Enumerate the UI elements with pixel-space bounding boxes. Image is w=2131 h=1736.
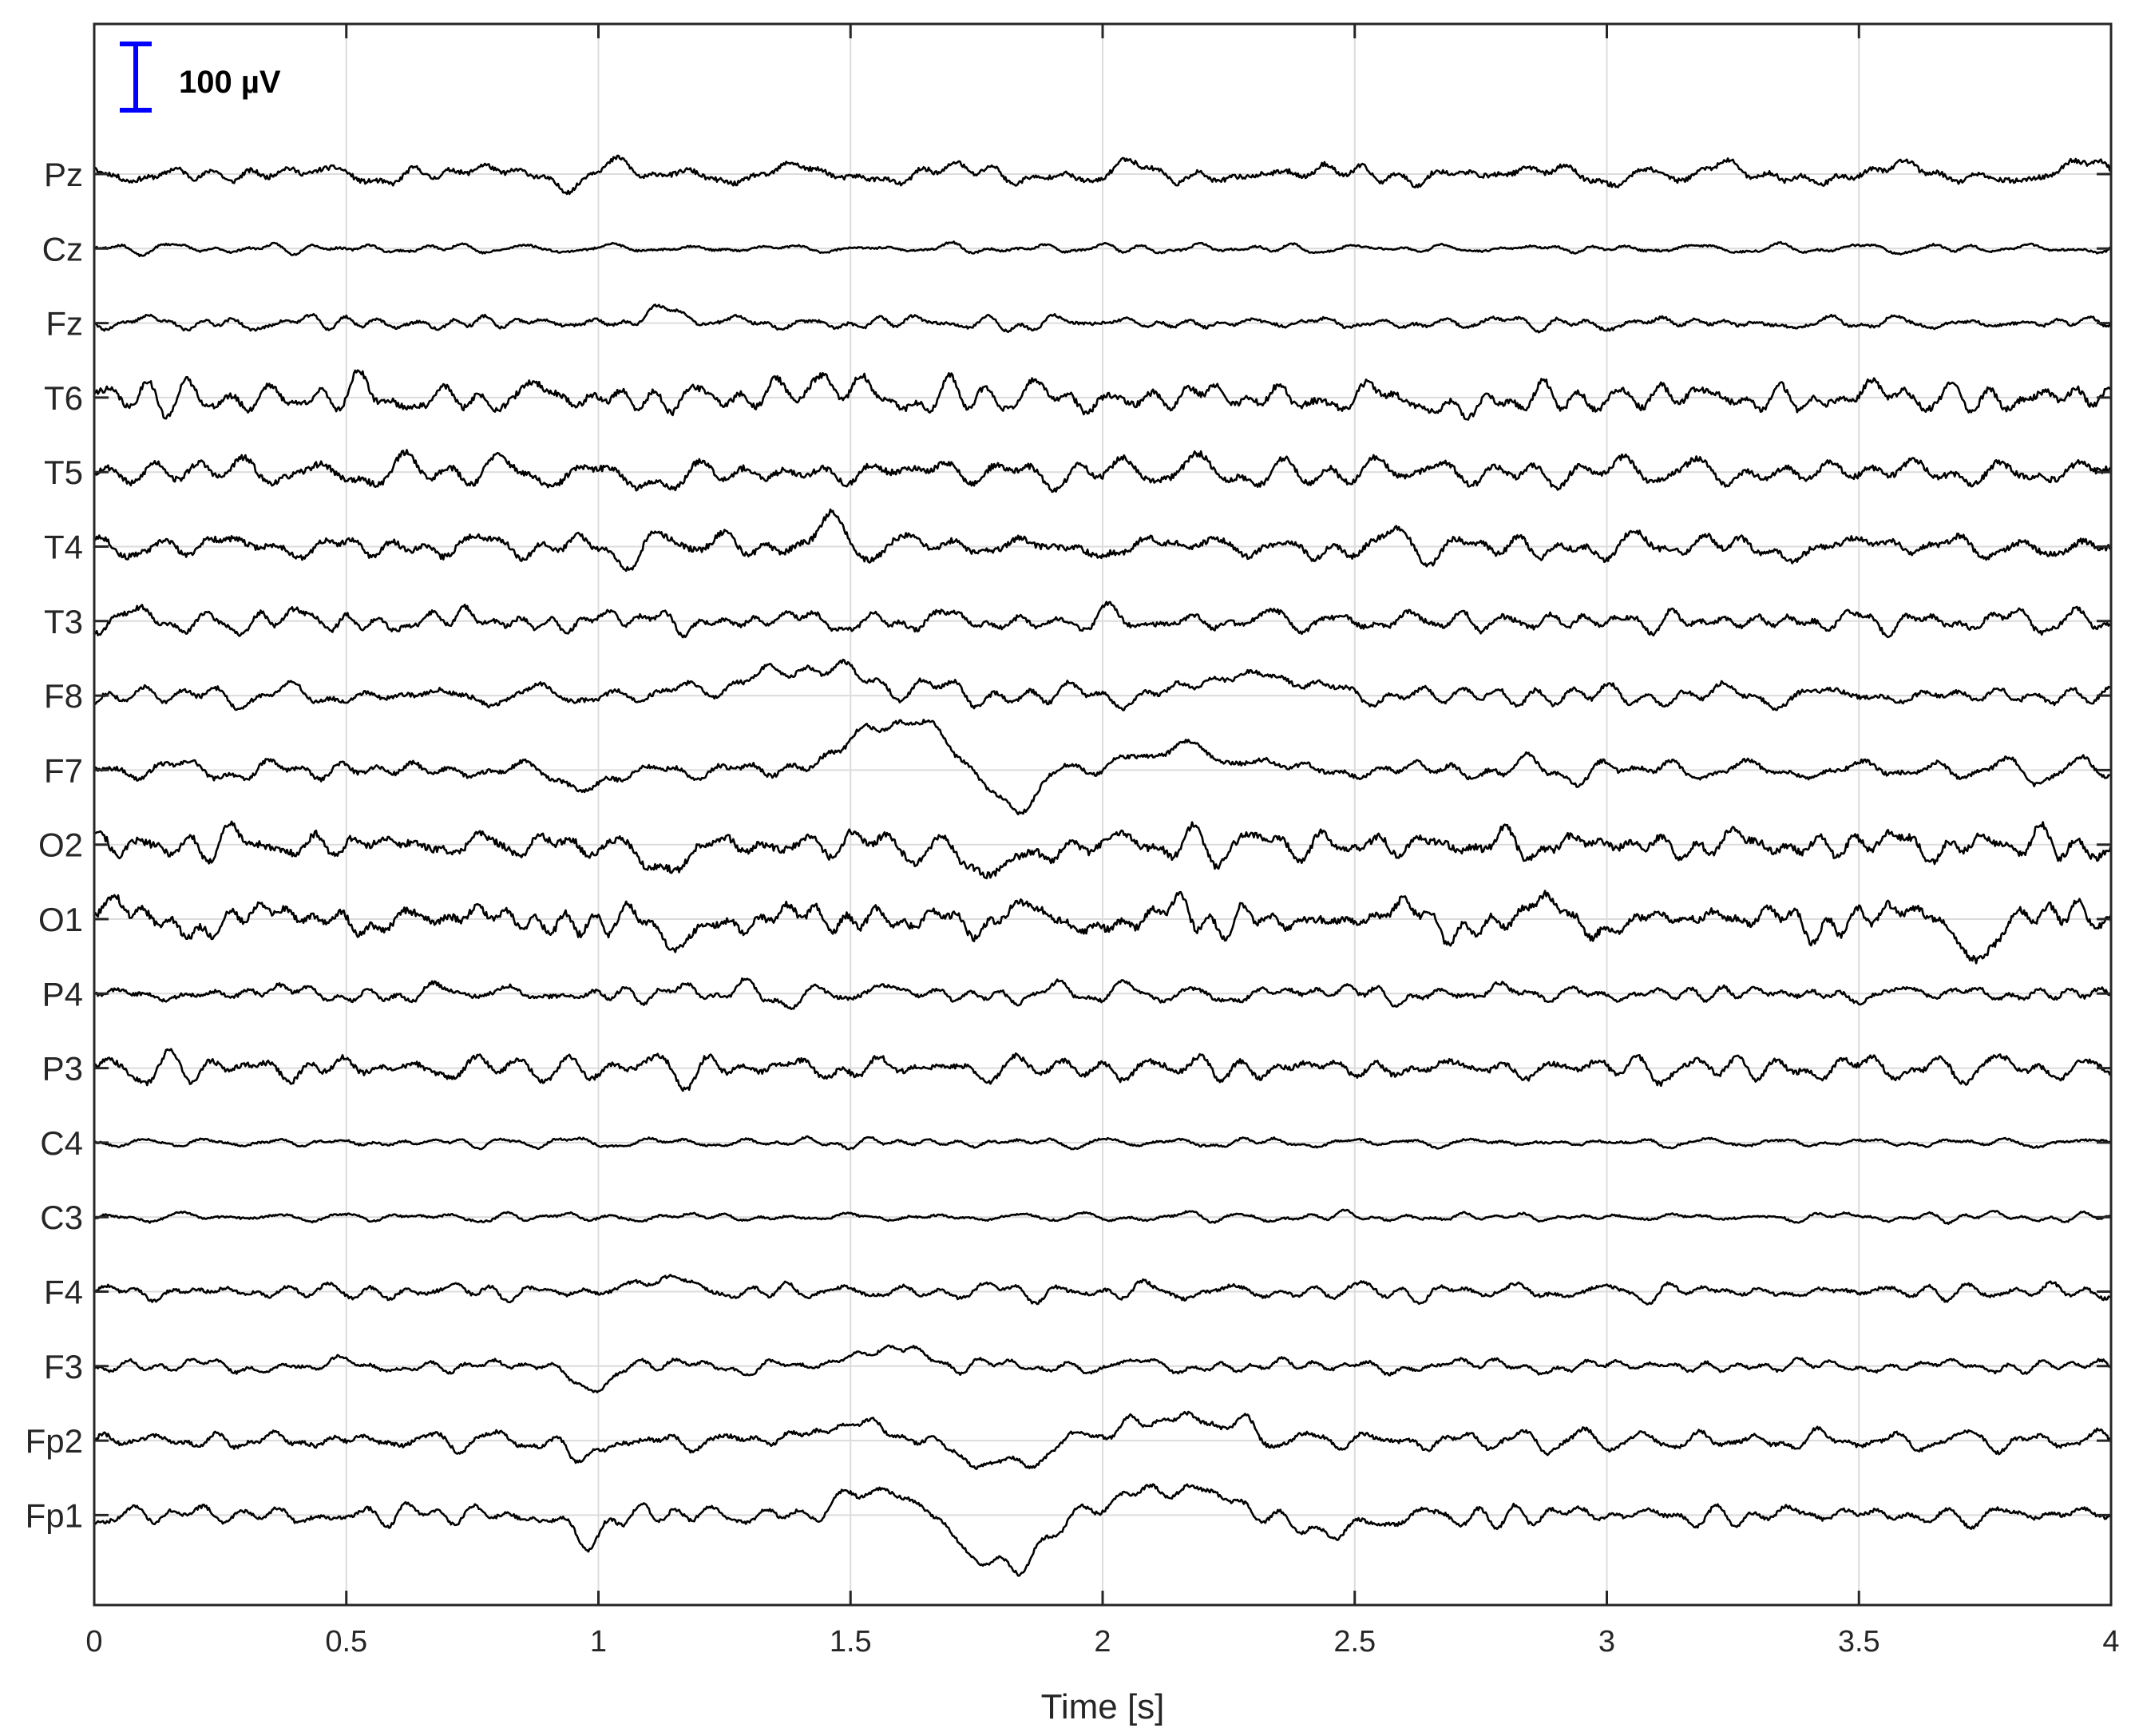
channel-label-f4: F4	[44, 1274, 83, 1311]
trace-cz	[93, 240, 2112, 258]
channel-label-pz: Pz	[44, 156, 83, 193]
trace-t5	[93, 449, 2112, 493]
trace-f7	[93, 719, 2112, 816]
scale-bar-label: 100 µV	[179, 65, 281, 100]
x-tick-label: 4	[2102, 1625, 2119, 1659]
channel-label-c4: C4	[40, 1124, 83, 1162]
channel-label-fp1: Fp1	[26, 1496, 83, 1534]
label-layer: 0 0.5 1 1.5 2 2.5 3 3.5 4 Pz Cz Fz T6 T5 T4 T3 F8 F7 O2 O1 P…	[26, 156, 2120, 1659]
channel-label-c3: C3	[40, 1199, 83, 1236]
channel-label-o2: O2	[38, 826, 83, 864]
x-tick-label: 2.5	[1333, 1625, 1376, 1659]
channel-label-t4: T4	[44, 529, 83, 566]
trace-fp1	[93, 1483, 2113, 1577]
channel-label-t3: T3	[44, 603, 83, 640]
channel-label-cz: Cz	[42, 230, 83, 268]
x-tick-label: 2	[1094, 1625, 1111, 1659]
channel-label-t5: T5	[44, 454, 83, 491]
trace-f3	[93, 1344, 2113, 1393]
trace-f8	[93, 658, 2112, 711]
trace-t6	[93, 369, 2113, 421]
channel-label-fz: Fz	[46, 305, 83, 343]
trace-p4	[93, 977, 2113, 1010]
trace-fz	[93, 303, 2112, 334]
trace-pz	[93, 154, 2112, 196]
x-tick-label: 3	[1598, 1625, 1615, 1659]
scale-bar: 100 µV	[120, 42, 281, 113]
channel-label-fp2: Fp2	[26, 1422, 83, 1460]
x-tick-label: 1.5	[830, 1625, 872, 1659]
channel-label-f8: F8	[44, 677, 83, 715]
x-axis-title: Time [s]	[1041, 1687, 1165, 1726]
tick-layer	[93, 24, 2113, 1605]
channel-label-p3: P3	[42, 1050, 83, 1088]
trace-f4	[93, 1274, 2112, 1306]
trace-t3	[93, 600, 2112, 639]
x-tick-label: 0.5	[325, 1625, 367, 1659]
x-tick-label: 3.5	[1838, 1625, 1880, 1659]
x-tick-label: 1	[590, 1625, 607, 1659]
trace-o2	[93, 820, 2113, 880]
trace-o1	[93, 890, 2113, 965]
channel-label-t6: T6	[44, 379, 83, 417]
channel-label-f7: F7	[44, 751, 83, 789]
trace-c4	[93, 1135, 2112, 1151]
trace-c3	[93, 1208, 2112, 1226]
trace-layer	[93, 154, 2113, 1577]
channel-label-o1: O1	[38, 901, 83, 938]
channel-label-f3: F3	[44, 1348, 83, 1385]
trace-t4	[93, 508, 2113, 573]
trace-p3	[93, 1048, 2112, 1092]
channel-label-p4: P4	[42, 975, 83, 1013]
trace-fp2	[93, 1410, 2113, 1471]
x-tick-label: 0	[85, 1625, 102, 1659]
